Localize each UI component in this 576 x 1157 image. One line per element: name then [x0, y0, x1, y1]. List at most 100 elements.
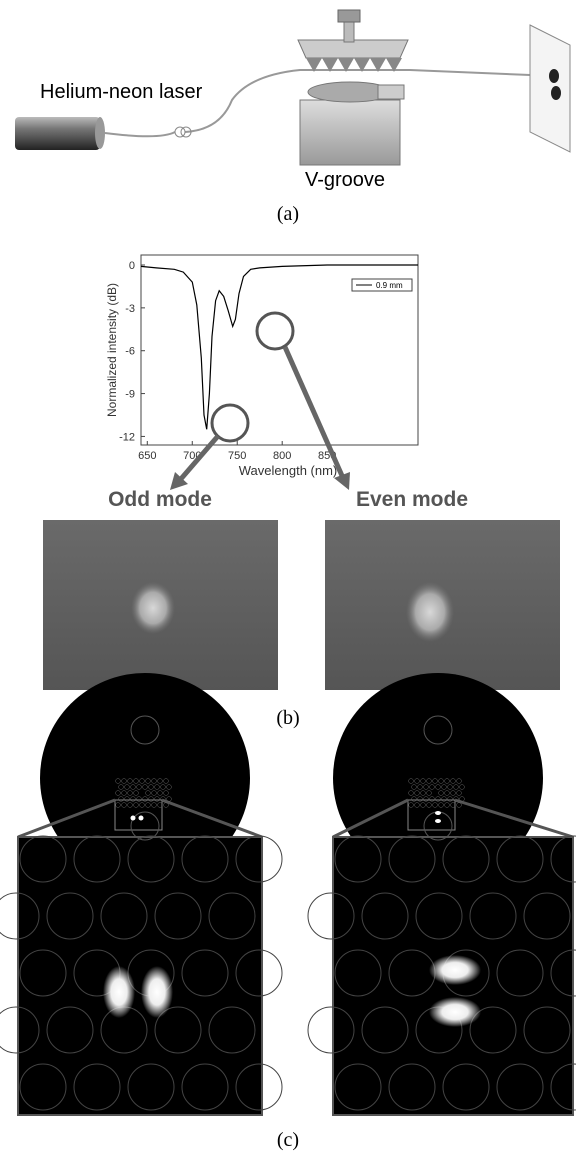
lattice-hole: [408, 790, 414, 796]
lattice-hole: [157, 778, 163, 784]
lattice-hole: [450, 790, 456, 796]
lattice-hole: [181, 949, 229, 997]
lattice-hole: [124, 784, 130, 790]
lattice-hole: [361, 1006, 409, 1054]
y-tick-label: -3: [125, 303, 135, 315]
lattice-hole: [139, 802, 145, 808]
spectrum-chart: Wavelength (nm) Normalized intensity (dB…: [105, 254, 419, 478]
x-tick-label: 750: [228, 450, 246, 462]
lattice-hole: [334, 1063, 382, 1111]
lattice-hole: [181, 835, 229, 883]
field-lobe: [429, 955, 481, 985]
lattice-hole: [435, 796, 441, 802]
lattice-hole: [438, 802, 444, 808]
lattice-hole: [46, 892, 94, 940]
lattice-hole: [118, 784, 124, 790]
lattice-hole: [157, 802, 163, 808]
lattice-hole: [100, 892, 148, 940]
lattice-hole: [550, 835, 576, 883]
lattice-hole: [181, 1063, 229, 1111]
lattice-hole: [145, 790, 151, 796]
lattice-hole: [160, 784, 166, 790]
lattice-hole: [235, 835, 283, 883]
lattice-hole: [432, 778, 438, 784]
lattice-hole: [420, 790, 426, 796]
lattice-hole: [118, 796, 124, 802]
lattice-hole: [121, 790, 127, 796]
lattice-hole: [133, 802, 139, 808]
lattice-hole: [151, 790, 157, 796]
lattice-hole: [163, 778, 169, 784]
lattice-hole: [415, 892, 463, 940]
field-spot: [435, 819, 441, 823]
field-lobe: [141, 966, 173, 1018]
lattice-hole: [456, 778, 462, 784]
lattice-hole: [163, 790, 169, 796]
lattice-hole: [432, 802, 438, 808]
lattice-hole: [157, 790, 163, 796]
lattice-hole: [139, 778, 145, 784]
lattice-hole: [127, 835, 175, 883]
mode-images: [43, 520, 560, 690]
lattice-hole: [444, 790, 450, 796]
lattice-hole: [154, 796, 160, 802]
lattice-hole: [163, 802, 169, 808]
field-spot: [130, 815, 136, 821]
lattice-hole: [0, 892, 40, 940]
lattice-hole: [459, 796, 465, 802]
lattice-hole: [130, 796, 136, 802]
lattice-hole: [420, 802, 426, 808]
legend-label: 0.9 mm: [376, 281, 403, 290]
lattice-hole: [496, 949, 544, 997]
lattice-hole: [19, 835, 67, 883]
lattice-hole: [334, 835, 382, 883]
lattice-hole: [124, 796, 130, 802]
field-spot: [435, 811, 441, 815]
lattice-hole: [426, 802, 432, 808]
callouts: [170, 311, 350, 490]
lattice-hole: [46, 1006, 94, 1054]
lattice-hole: [127, 778, 133, 784]
lattice-hole: [361, 892, 409, 940]
lattice-hole: [444, 802, 450, 808]
lattice-hole: [441, 784, 447, 790]
lattice-hole: [151, 802, 157, 808]
lattice-hole: [148, 784, 154, 790]
lattice-hole: [19, 1063, 67, 1111]
y-tick-label: -12: [119, 431, 135, 443]
y-tick-label: -9: [125, 389, 135, 401]
lattice-hole: [235, 949, 283, 997]
lattice-hole: [429, 784, 435, 790]
lattice-hole: [550, 949, 576, 997]
lattice-hole: [73, 835, 121, 883]
x-tick-label: 800: [273, 450, 291, 462]
lattice-hole: [411, 796, 417, 802]
lattice-hole: [417, 796, 423, 802]
lattice-hole: [496, 1063, 544, 1111]
lattice-hole: [145, 802, 151, 808]
x-axis-label: Wavelength (nm): [239, 463, 338, 478]
lattice-hole: [423, 796, 429, 802]
even-label: Even mode: [356, 488, 468, 511]
lattice-hole: [447, 784, 453, 790]
lattice-hole: [160, 796, 166, 802]
caption: (c): [277, 1129, 299, 1151]
lattice-hole: [453, 796, 459, 802]
field-spot: [138, 815, 144, 821]
lattice-hole: [420, 778, 426, 784]
lattice-hole: [115, 778, 121, 784]
lattice-hole: [166, 796, 172, 802]
lattice-hole: [307, 892, 355, 940]
lattice-hole: [334, 949, 382, 997]
lattice-hole: [142, 784, 148, 790]
lattice-hole: [151, 778, 157, 784]
air-hole: [130, 811, 160, 841]
lattice-hole: [121, 778, 127, 784]
lattice-hole: [208, 1006, 256, 1054]
lattice-hole: [447, 796, 453, 802]
lattice-hole: [442, 835, 490, 883]
lattice-hole: [426, 790, 432, 796]
caption: (b): [276, 707, 299, 729]
lattice-hole: [19, 949, 67, 997]
lattice-hole: [148, 796, 154, 802]
